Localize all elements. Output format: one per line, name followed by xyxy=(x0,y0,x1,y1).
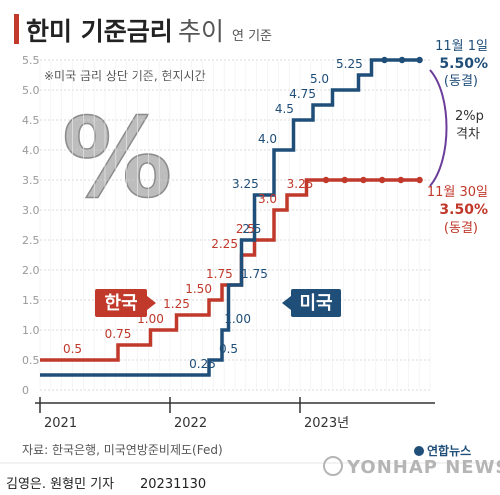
y-tick-label: 5.5 xyxy=(22,54,40,67)
y-tick-label: 4.0 xyxy=(22,144,40,157)
watermark-icon xyxy=(323,456,343,476)
us-dot xyxy=(398,56,406,64)
korea-dot xyxy=(360,176,367,184)
page-title: 한미 기준금리 xyxy=(26,17,173,46)
gap-value-label: 2%p xyxy=(455,109,484,124)
page-subtitle: 추이 xyxy=(178,17,224,46)
korea-data-label: 0.75 xyxy=(105,327,132,341)
y-tick-label: 3.0 xyxy=(22,204,40,217)
kr-status-label: (동결) xyxy=(444,221,478,236)
y-tick-label: 3.5 xyxy=(22,174,40,187)
title-accent-bar xyxy=(14,14,19,44)
us-date-label: 11월 1일 xyxy=(435,39,488,54)
korea-data-label: 1.50 xyxy=(185,282,212,296)
korea-data-label: 1.75 xyxy=(206,267,233,281)
us-data-label: 0.5 xyxy=(219,342,238,356)
percent-decor-icon: % xyxy=(62,94,172,222)
us-dot xyxy=(381,56,388,64)
korea-tag: 한국 xyxy=(95,289,156,317)
korea-data-label: 3.25 xyxy=(287,177,314,191)
x-axis: 2021 2022 2023년 xyxy=(35,397,435,431)
y-tick-label: 0.5 xyxy=(22,354,40,367)
gap-text-label: 격차 xyxy=(456,127,480,142)
us-data-label: 1.00 xyxy=(224,312,251,326)
y-tick-label: 5.0 xyxy=(22,84,40,97)
us-tag-label: 미국 xyxy=(299,293,332,314)
date-label: 20231130 xyxy=(140,477,206,492)
us-data-label: 5.25 xyxy=(336,57,363,71)
us-value-label: 5.50% xyxy=(439,56,488,72)
us-dot xyxy=(416,56,423,64)
us-data-label: 4.75 xyxy=(289,87,316,101)
x-tick-label: 2022 xyxy=(174,416,207,431)
korea-data-label: 3.0 xyxy=(258,192,277,206)
brand-label: 연합뉴스 xyxy=(427,443,471,458)
y-tick-label: 4.5 xyxy=(22,114,40,127)
credit-label: 김영은. 원형민 기자 xyxy=(6,477,114,492)
y-tick-label: 1.5 xyxy=(22,294,40,307)
y-axis-ticks: 0 0.5 1.0 1.5 2.0 2.5 3.0 3.5 4.0 4.5 5.0 5.5 xyxy=(22,54,40,397)
source-label: 자료: 한국은행, 미국연방준비제도(Fed) xyxy=(22,442,223,457)
kr-date-label: 11월 30일 xyxy=(427,185,488,200)
y-tick-label: 0 xyxy=(22,384,29,397)
korea-dot xyxy=(341,176,348,184)
unit-label: 연 기준 xyxy=(232,29,272,44)
y-tick-label: 2.0 xyxy=(22,264,40,277)
chart-note: ※미국 금리 상단 기준, 현지시간 xyxy=(44,69,206,83)
us-data-label: 3.25 xyxy=(232,177,259,191)
series-lines xyxy=(40,58,420,377)
us-data-label: 4.5 xyxy=(275,102,294,116)
us-data-label: 0.25 xyxy=(189,357,216,371)
y-tick-label: 2.5 xyxy=(22,234,40,247)
us-data-label: 5.0 xyxy=(310,72,329,86)
korea-dot xyxy=(416,176,423,184)
korea-data-label: 1.25 xyxy=(163,297,190,311)
us-tag: 미국 xyxy=(282,289,341,317)
kr-value-label: 3.50% xyxy=(439,202,488,218)
us-data-label: 4.0 xyxy=(258,132,277,146)
us-data-label: 1.75 xyxy=(241,267,268,281)
data-labels: 0.50.751.001.251.501.752.252.53.03.250.2… xyxy=(63,57,363,371)
korea-data-label: 0.5 xyxy=(63,342,82,356)
korea-dot xyxy=(322,176,330,184)
korea-dot xyxy=(378,176,386,184)
watermark-label: YONHAP NEWS xyxy=(346,457,500,478)
us-series-line xyxy=(40,58,420,377)
us-data-label: 2.5 xyxy=(242,222,261,236)
korea-dot xyxy=(397,176,405,184)
brand-logo-icon xyxy=(414,446,424,456)
series-dots xyxy=(322,56,423,184)
korea-tag-label: 한국 xyxy=(104,293,137,314)
y-tick-label: 1.0 xyxy=(22,324,40,337)
x-tick-label: 2021 xyxy=(44,416,77,431)
us-status-label: (동결) xyxy=(444,74,478,89)
gap-bracket xyxy=(429,69,448,187)
korea-data-label: 2.25 xyxy=(211,237,238,251)
korea-data-label: 2.5 xyxy=(236,222,255,236)
x-tick-label: 2023년 xyxy=(304,416,349,431)
